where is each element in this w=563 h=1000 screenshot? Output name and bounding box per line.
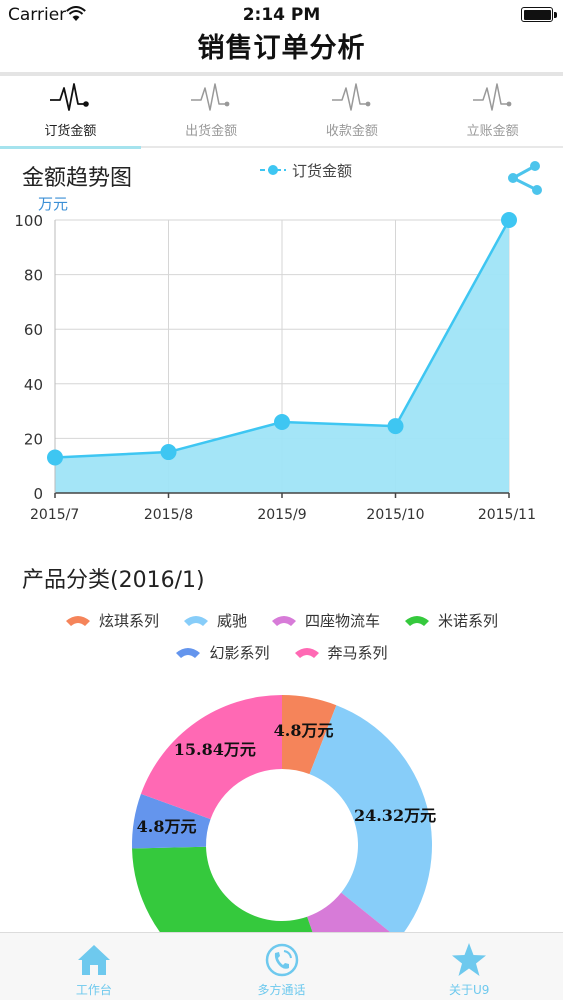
pie-legend-row: 炫琪系列 威驰 四座物流车 米诺系列	[0, 604, 563, 636]
y-tick-label: 0	[33, 485, 43, 503]
tab-order-amount[interactable]: 订货金额	[0, 76, 141, 146]
tab-collection-amount[interactable]: 收款金额	[282, 76, 423, 146]
pulse-icon	[331, 83, 371, 111]
nav-divider	[0, 72, 563, 76]
pie-legend-label: 威驰	[216, 611, 247, 630]
tab-label: 出货金额	[185, 124, 238, 139]
donut-slice[interactable]	[307, 892, 399, 932]
share-icon[interactable]	[504, 158, 544, 198]
tabbar-item-workbench[interactable]: 工作台	[0, 933, 188, 1000]
battery-icon	[521, 7, 557, 22]
page-title: 销售订单分析	[197, 33, 366, 64]
y-tick-label: 60	[24, 321, 43, 339]
pie-legend-label: 四座物流车	[305, 611, 381, 630]
y-tick-label: 80	[24, 267, 43, 285]
slice-data-label: 4.8万元	[274, 721, 334, 740]
pulse-icon	[50, 83, 90, 111]
donut-slice[interactable]	[282, 695, 337, 775]
phone-call-icon	[265, 943, 298, 977]
status-time: 2:14 PM	[242, 5, 321, 25]
tabbar-label: 多方通话	[257, 983, 306, 997]
donut-slice[interactable]	[131, 793, 211, 849]
legend-swatch-icon	[183, 616, 208, 626]
active-tab-indicator	[0, 146, 141, 149]
x-tick-label: 2015/10	[366, 507, 424, 523]
pie-legend-label: 米诺系列	[438, 611, 499, 630]
pie-legend-label: 幻影系列	[209, 643, 270, 662]
data-point[interactable]	[274, 414, 290, 431]
tabbar-item-conference-call[interactable]: 多方通话	[188, 933, 376, 1000]
tab-label: 立账金额	[466, 124, 519, 139]
pie-legend-item[interactable]: 米诺系列	[404, 610, 498, 631]
tabbar-item-about[interactable]: 关于U9	[375, 933, 563, 1000]
pulse-icon	[472, 83, 512, 111]
tab-account-amount[interactable]: 立账金额	[422, 76, 563, 146]
tabbar-label: 关于U9	[448, 983, 490, 997]
wifi-icon	[66, 6, 86, 21]
trend-area-chart: 0 20 40 60 80 100 2015/7 2015/8 2015/9 2015/10 201…	[14, 212, 536, 523]
donut-slice[interactable]	[309, 705, 432, 932]
pie-legend-item[interactable]: 四座物流车	[271, 610, 380, 631]
x-tick-label: 2015/9	[257, 507, 306, 523]
trend-chart-unit: 万元	[38, 195, 69, 213]
pie-legend-item[interactable]: 炫琪系列	[65, 610, 159, 631]
pie-chart-title: 产品分类(2016/1)	[22, 568, 205, 593]
pie-legend-row: 幻影系列 奔马系列	[0, 636, 563, 668]
metric-tabs: 订货金额 出货金额 收款金额 立账金额	[0, 76, 563, 146]
slice-data-label: 15.84万元	[174, 740, 256, 759]
donut-slice[interactable]	[140, 695, 282, 820]
legend-swatch-icon	[272, 616, 296, 626]
pie-legend-item[interactable]: 威驰	[183, 610, 247, 631]
slice-data-label: 24.32万元	[354, 806, 436, 825]
data-point[interactable]	[47, 449, 63, 466]
x-tick-label: 2015/8	[144, 507, 193, 523]
pulse-icon	[191, 83, 230, 111]
pie-legend: 炫琪系列 威驰 四座物流车 米诺系列幻影系列 奔马系列	[0, 604, 563, 668]
tabbar-label: 工作台	[75, 983, 112, 997]
x-tick-label: 2015/11	[478, 507, 536, 523]
area-fill	[55, 220, 509, 493]
tab-label: 订货金额	[44, 124, 97, 139]
tab-shipment-amount[interactable]: 出货金额	[141, 76, 282, 146]
data-point[interactable]	[160, 444, 177, 461]
y-tick-label: 100	[14, 212, 43, 230]
legend-swatch-icon	[65, 616, 90, 626]
star-icon	[452, 943, 487, 976]
pie-legend-label: 炫琪系列	[98, 611, 159, 630]
donut-slice[interactable]	[132, 846, 332, 932]
pie-legend-label: 奔马系列	[327, 643, 388, 662]
legend-swatch-icon	[405, 616, 430, 626]
status-bar: Carrier 2:14 PM	[0, 0, 563, 30]
legend-marker-icon	[260, 165, 286, 175]
tab-label: 收款金额	[325, 124, 378, 139]
pie-legend-item[interactable]: 奔马系列	[294, 642, 388, 663]
y-tick-label: 40	[24, 376, 43, 394]
x-tick-label: 2015/7	[30, 507, 79, 523]
home-icon	[77, 945, 110, 975]
pie-legend-item[interactable]: 幻影系列	[175, 642, 270, 663]
trend-chart-title: 金额趋势图	[22, 166, 133, 191]
legend-swatch-icon	[176, 648, 201, 658]
data-point[interactable]	[501, 212, 517, 228]
data-point[interactable]	[387, 418, 404, 435]
carrier-label: Carrier	[8, 5, 67, 25]
bottom-tab-bar: 工作台 多方通话 关于U9	[0, 932, 563, 1000]
tabs-divider	[141, 146, 563, 148]
trend-legend-label: 订货金额	[292, 162, 353, 180]
legend-swatch-icon	[294, 648, 319, 658]
y-tick-label: 20	[24, 430, 43, 448]
slice-data-label: 4.8万元	[137, 817, 197, 836]
